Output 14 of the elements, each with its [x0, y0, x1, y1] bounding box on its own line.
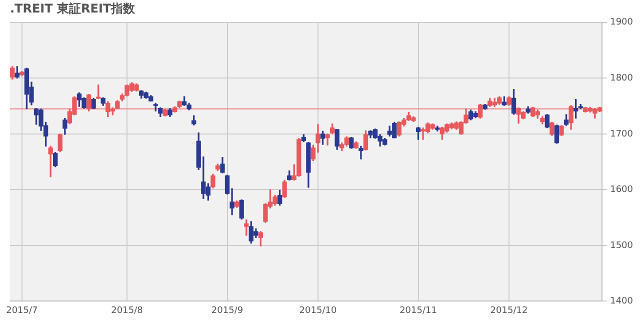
y-tick-label: 1400 [610, 296, 634, 307]
x-tick-label: 2015/7 [6, 306, 38, 316]
y-tick-label: 1700 [610, 129, 634, 140]
x-tick-label: 2015/9 [211, 306, 244, 316]
y-tick-label: 1800 [610, 74, 634, 84]
chart-title: .TREIT 東証REIT指数 [10, 1, 136, 16]
candlestick [358, 146, 364, 160]
y-tick-label: 1900 [610, 18, 634, 28]
x-tick-label: 2015/12 [490, 306, 528, 316]
y-tick-label: 1600 [610, 185, 634, 196]
x-tick-label: 2015/8 [111, 306, 144, 316]
x-tick-label: 2015/10 [299, 306, 337, 316]
x-tick-label: 2015/11 [400, 306, 437, 316]
y-tick-label: 1500 [610, 240, 634, 251]
